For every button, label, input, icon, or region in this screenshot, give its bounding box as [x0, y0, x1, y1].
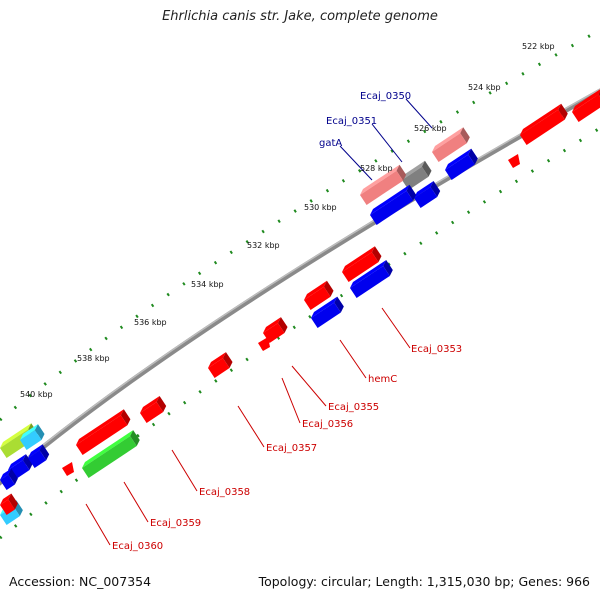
leader-ecaj-0350 — [405, 98, 433, 129]
gene-block-ecaj-0355 — [263, 317, 288, 343]
gene-block-green — [82, 430, 140, 478]
leader-ecaj-0356 — [281, 377, 301, 424]
leader-ecaj-0353 — [381, 307, 411, 349]
leader-ecaj-0360 — [85, 503, 111, 546]
leader-ecaj-0359 — [123, 481, 149, 523]
gene-block-ecaj-0357 — [208, 352, 233, 378]
gene-features — [0, 89, 600, 525]
gene-block-gata — [360, 164, 407, 205]
gene-label-ecaj-0351: Ecaj_0351 — [326, 116, 377, 127]
outer-tick-dots — [0, 28, 600, 422]
gene-block-ecaj-0353 — [350, 260, 393, 298]
gene-block-ecaj-0351 — [402, 160, 432, 190]
gene-label-gata: gatA — [319, 138, 342, 149]
gene-block-edge-red — [0, 493, 18, 515]
gene-block-forward-3 — [370, 184, 417, 225]
gene-label-ecaj-0353: Ecaj_0353 — [411, 344, 462, 355]
leader-ecaj-0357 — [237, 405, 265, 448]
gene-block-ecaj-0350 — [432, 127, 470, 162]
gene-label-hemc: hemC — [368, 374, 397, 385]
gene-block-ecaj-0359 — [76, 409, 131, 455]
tick-label-534: 534 kbp — [191, 280, 224, 289]
gene-label-ecaj-0359: Ecaj_0359 — [150, 518, 201, 529]
leader-hemc — [339, 339, 367, 379]
tick-label-536: 536 kbp — [134, 318, 167, 327]
gene-label-ecaj-0357: Ecaj_0357 — [266, 443, 317, 454]
arrow-marker-ecaj-0356 — [258, 337, 270, 351]
gene-label-ecaj-0355: Ecaj_0355 — [328, 402, 379, 413]
gene-block-cyan-1 — [20, 424, 45, 450]
gene-block-edge-blue-2 — [28, 444, 50, 468]
gene-label-ecaj-0350: Ecaj_0350 — [360, 91, 411, 102]
gene-labels: Ecaj_0350 Ecaj_0351 gatA Ecaj_0353 hemC … — [112, 91, 462, 552]
gene-label-ecaj-0356: Ecaj_0356 — [302, 419, 353, 430]
gene-block-forward-2 — [414, 181, 441, 208]
label-leader-lines — [85, 98, 433, 546]
gene-block-hemc-red — [304, 280, 334, 310]
accession-text: Accession: NC_007354 — [9, 574, 152, 589]
tick-label-524: 524 kbp — [468, 83, 501, 92]
tick-label-532: 532 kbp — [247, 241, 280, 250]
gene-block-edge-blue-3 — [0, 468, 18, 490]
leader-ecaj-0351 — [371, 123, 403, 163]
gene-block-forward-1 — [445, 148, 478, 180]
gene-block-ecaj-0358 — [140, 396, 167, 423]
tick-labels: 522 kbp 524 kbp 526 kbp 528 kbp 530 kbp … — [20, 42, 555, 399]
leader-ecaj-0358 — [171, 449, 198, 492]
leader-gata — [339, 145, 373, 181]
gene-block-ecaj-0353-red — [342, 246, 382, 282]
gene-label-ecaj-0358: Ecaj_0358 — [199, 487, 250, 498]
tick-label-530: 530 kbp — [304, 203, 337, 212]
tick-label-522: 522 kbp — [522, 42, 555, 51]
outer-tick-track — [0, 28, 600, 422]
tick-label-538: 538 kbp — [77, 354, 110, 363]
genome-summary-text: Topology: circular; Length: 1,315,030 bp… — [258, 574, 590, 589]
tick-label-540: 540 kbp — [20, 390, 53, 399]
tick-label-528: 528 kbp — [360, 164, 393, 173]
leader-ecaj-0355 — [291, 365, 327, 407]
arrow-marker-ecaj-0360 — [62, 462, 74, 476]
gene-block-hemc — [311, 296, 344, 328]
arrow-marker-right — [508, 154, 520, 168]
gene-label-ecaj-0360: Ecaj_0360 — [112, 541, 163, 552]
tick-label-526: 526 kbp — [414, 124, 447, 133]
map-title: Ehrlichia canis str. Jake, complete geno… — [162, 9, 438, 24]
gene-block-right-2 — [520, 103, 568, 145]
